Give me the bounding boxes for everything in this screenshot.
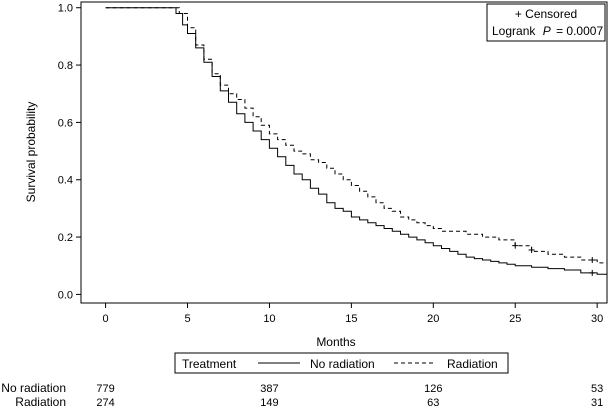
at-risk-table: No radiation Radiation 779 387 126 53 274 149… (1, 381, 603, 408)
series-line-no-radiation (105, 7, 607, 275)
x-axis-label: Months (316, 335, 355, 349)
y-tick-label: 0.8 (58, 60, 73, 72)
censored-label: + Censored (515, 7, 577, 21)
series-line-radiation (105, 7, 607, 264)
logrank-label: Logrank P = 0.0007 (492, 24, 603, 38)
at-risk-count: 149 (260, 397, 278, 408)
censor-mark (589, 257, 596, 263)
censor-mark (528, 246, 535, 253)
at-risk-row-label-no-radiation: No radiation (1, 381, 66, 395)
at-risk-count: 779 (96, 383, 114, 395)
legend-label-radiation: Radiation (447, 357, 498, 371)
legend-label-no-radiation: No radiation (310, 357, 375, 371)
logrank-annotation: + Censored Logrank P = 0.0007 (486, 3, 606, 42)
y-tick-label: 0.6 (58, 117, 73, 129)
legend: Treatment No radiation Radiation (174, 352, 509, 374)
plot-frame (80, 1, 608, 304)
x-tick-label: 5 (184, 313, 190, 325)
at-risk-row-label-radiation: Radiation (15, 395, 66, 408)
annotation-box (486, 3, 606, 42)
y-tick-label: 0.0 (58, 289, 73, 301)
legend-title: Treatment (182, 357, 237, 371)
x-tick-label: 0 (103, 313, 109, 325)
x-tick-label: 30 (591, 313, 603, 325)
y-tick-label: 0.4 (58, 175, 73, 187)
at-risk-count: 387 (260, 383, 278, 395)
x-tick-label: 15 (345, 313, 357, 325)
censor-mark (589, 269, 596, 276)
at-risk-count: 126 (424, 383, 442, 395)
y-axis-label: Survival probability (24, 102, 38, 203)
at-risk-count: 63 (427, 397, 439, 408)
y-tick-label: 0.2 (58, 232, 73, 244)
logrank-text: Logrank (492, 24, 536, 38)
p-value: = 0.0007 (556, 24, 603, 38)
x-tick-label: 20 (427, 313, 439, 325)
at-risk-count: 274 (96, 397, 114, 408)
x-tick-label: 10 (263, 313, 275, 325)
legend-box (174, 352, 509, 374)
x-tick-label: 25 (509, 313, 521, 325)
censor-mark (512, 242, 519, 249)
p-symbol: P (543, 24, 551, 38)
at-risk-count: 31 (591, 397, 603, 408)
at-risk-count: 53 (591, 383, 603, 395)
series-layer (105, 7, 607, 276)
x-axis: 0 5 10 15 20 25 30 (103, 303, 603, 325)
y-axis: 0.0 0.2 0.4 0.6 0.8 1.0 (58, 3, 81, 301)
y-tick-label: 1.0 (58, 3, 73, 15)
